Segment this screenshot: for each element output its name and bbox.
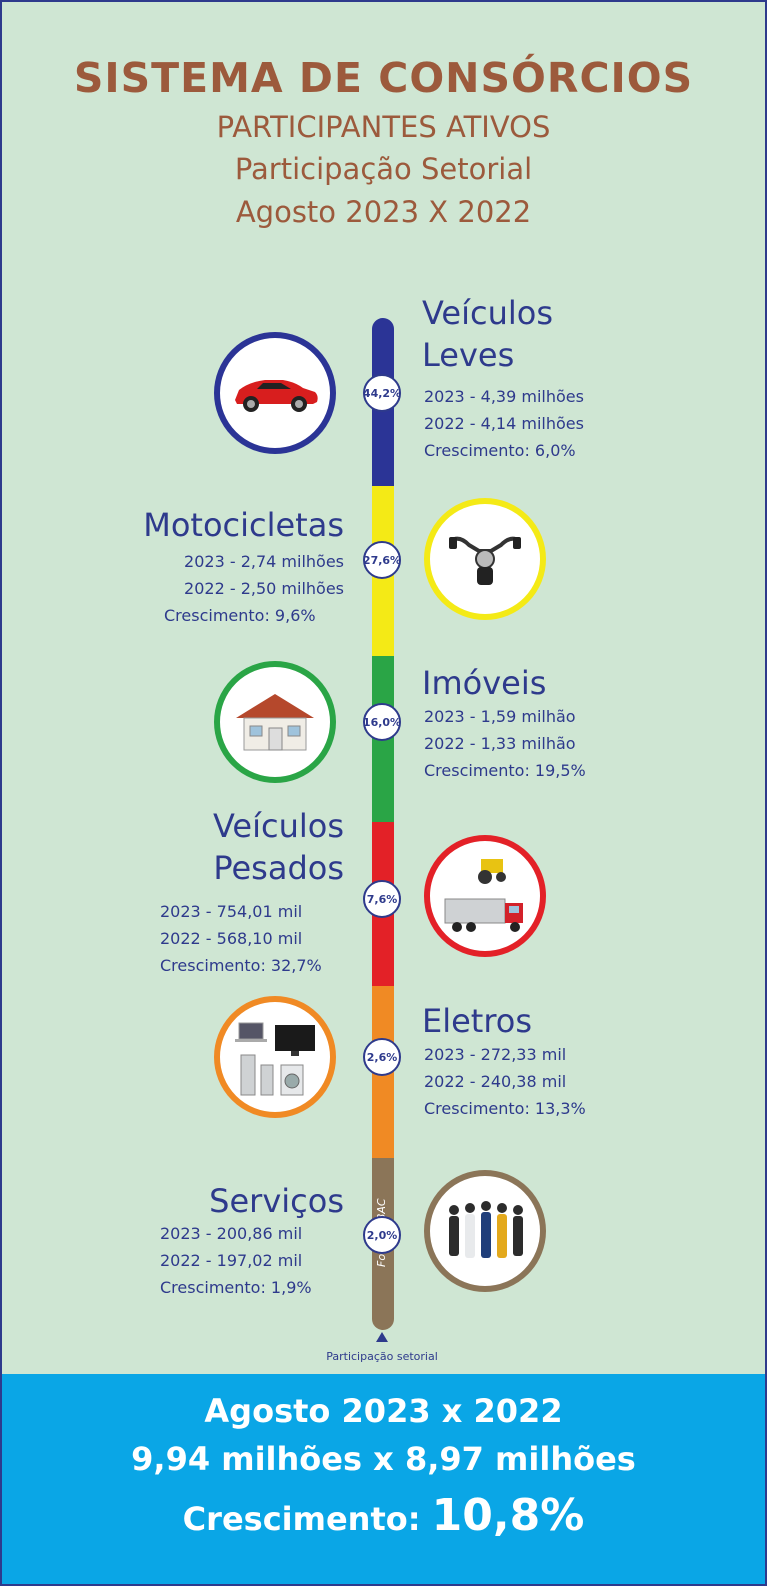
stat-2023: 2023 - 1,59 milhão <box>424 707 576 726</box>
share-label-eletros: 2,6% <box>363 1038 401 1076</box>
stat-growth: Crescimento: 9,6% <box>164 606 316 625</box>
page-title: SISTEMA DE CONSÓRCIOS <box>73 54 694 102</box>
spine-top-cap <box>372 318 394 338</box>
summary-growth-label: Crescimento: <box>182 1500 421 1538</box>
stats-veiculos-leves: 2023 - 4,39 milhões 2022 - 4,14 milhões … <box>424 383 584 464</box>
page-subtitle-2: Participação Setorial <box>234 152 533 186</box>
stat-2022: 2022 - 2,50 milhões <box>184 579 344 598</box>
stats-eletros: 2023 - 272,33 mil 2022 - 240,38 mil Cres… <box>424 1041 586 1122</box>
summary-totals: 9,94 milhões x 8,97 milhões <box>131 1440 636 1478</box>
stat-2022: 2022 - 568,10 mil <box>160 929 303 948</box>
category-name-motocicletas: Motocicletas <box>62 504 344 546</box>
stat-2022: 2022 - 197,02 mil <box>160 1251 303 1270</box>
stat-growth: Crescimento: 6,0% <box>424 441 576 460</box>
stat-growth: Crescimento: 1,9% <box>160 1278 312 1297</box>
people-icon <box>424 1170 546 1292</box>
category-name-veiculos-leves: Veículos Leves <box>422 292 553 376</box>
page-subtitle: PARTICIPANTES ATIVOS <box>216 110 551 144</box>
stats-veiculos-pesados: 2023 - 754,01 mil 2022 - 568,10 mil Cres… <box>160 898 322 979</box>
share-label-imoveis: 16,0% <box>363 703 401 741</box>
category-name-line1: Serviços <box>209 1182 344 1220</box>
stat-growth: Crescimento: 32,7% <box>160 956 322 975</box>
summary-footer: Agosto 2023 x 2022 9,94 milhões x 8,97 m… <box>2 1374 765 1584</box>
stat-growth: Crescimento: 13,3% <box>424 1099 586 1118</box>
stat-2022: 2022 - 4,14 milhões <box>424 414 584 433</box>
category-name-line1: Veículos <box>422 294 553 332</box>
summary-period: Agosto 2023 x 2022 <box>204 1392 563 1430</box>
stat-2023: 2023 - 272,33 mil <box>424 1045 567 1064</box>
share-label-servicos: 2,0% <box>363 1216 401 1254</box>
stats-imoveis: 2023 - 1,59 milhão 2022 - 1,33 milhão Cr… <box>424 703 586 784</box>
category-name-line1: Motocicletas <box>143 506 344 544</box>
share-label-motocicletas: 27,6% <box>363 541 401 579</box>
category-name-veiculos-pesados: Veículos Pesados <box>62 805 344 889</box>
share-label-veiculos-pesados: 7,6% <box>363 880 401 918</box>
stats-motocicletas: 2023 - 2,74 milhões 2022 - 2,50 milhões … <box>62 548 344 629</box>
category-name-line1: Imóveis <box>422 664 547 702</box>
category-name-line1: Veículos <box>213 807 344 845</box>
category-name-line2: Pesados <box>213 849 344 887</box>
stat-2023: 2023 - 754,01 mil <box>160 902 303 921</box>
appliances-icon <box>214 996 336 1118</box>
stat-2022: 2022 - 240,38 mil <box>424 1072 567 1091</box>
axis-arrow-icon <box>376 1332 388 1342</box>
stat-2022: 2022 - 1,33 milhão <box>424 734 576 753</box>
category-name-line2: Leves <box>422 336 515 374</box>
share-label-veiculos-leves: 44,2% <box>363 374 401 412</box>
summary-growth-value: 10,8% <box>431 1490 585 1541</box>
axis-label: Participação setorial <box>326 1350 438 1363</box>
summary-growth: Crescimento: 10,8% <box>2 1490 765 1541</box>
stat-2023: 2023 - 4,39 milhões <box>424 387 584 406</box>
category-name-eletros: Eletros <box>422 1000 532 1042</box>
truck-icon <box>424 835 546 957</box>
category-name-servicos: Serviços <box>62 1180 344 1222</box>
stat-growth: Crescimento: 19,5% <box>424 761 586 780</box>
page-subtitle-3: Agosto 2023 X 2022 <box>235 195 532 229</box>
stats-servicos: 2023 - 200,86 mil 2022 - 197,02 mil Cres… <box>160 1220 312 1301</box>
car-icon <box>214 332 336 454</box>
spine-segment-veiculos-leves <box>372 338 394 486</box>
stat-2023: 2023 - 200,86 mil <box>160 1224 303 1243</box>
category-name-imoveis: Imóveis <box>422 662 546 704</box>
category-name-line1: Eletros <box>422 1002 533 1040</box>
spine-bottom-cap <box>372 1302 394 1330</box>
motorcycle-icon <box>424 498 546 620</box>
stat-2023: 2023 - 2,74 milhões <box>184 552 344 571</box>
house-icon <box>214 661 336 783</box>
